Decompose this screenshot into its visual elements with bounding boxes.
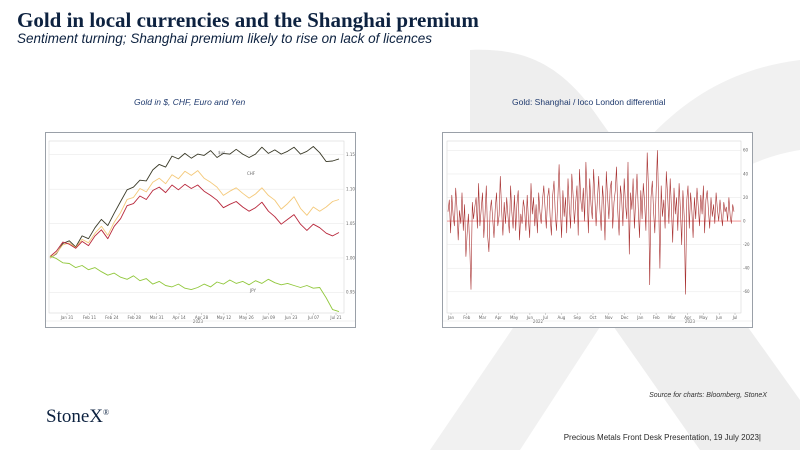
x-year-label: 2023 bbox=[685, 319, 696, 324]
x-tick-label: Apr bbox=[684, 315, 691, 320]
stonex-logo: StoneX® bbox=[46, 406, 109, 428]
series-line-jpy bbox=[49, 255, 340, 313]
plot-area-border bbox=[446, 140, 742, 314]
y-tick-label: 1.05 bbox=[346, 221, 355, 226]
x-tick-label: May 12 bbox=[217, 315, 232, 320]
x-tick-label: Jul bbox=[542, 315, 548, 320]
x-tick-label: Jun 09 bbox=[261, 315, 275, 320]
y-tick-label: 20 bbox=[743, 195, 749, 200]
x-tick-label: Aug bbox=[558, 315, 566, 320]
x-tick-label: May bbox=[699, 315, 708, 320]
plot-area-border bbox=[48, 140, 345, 314]
x-tick-label: Oct bbox=[590, 315, 597, 320]
chart-title-gold-currencies: Gold in $, CHF, Euro and Yen bbox=[134, 97, 246, 107]
x-tick-label: Jun bbox=[526, 315, 534, 320]
x-tick-label: Sep bbox=[573, 315, 581, 320]
y-tick-label: 1.15 bbox=[346, 152, 355, 157]
y-tick-label: -60 bbox=[743, 289, 750, 294]
x-year-label: 2023 bbox=[193, 319, 204, 324]
x-tick-label: Feb bbox=[463, 315, 471, 320]
x-tick-label: Jan bbox=[447, 315, 455, 320]
gold-currencies-plot: 1.15 1.10 1.05 1.00 0.95 Jan 31 Feb 11 Feb 24 Fe… bbox=[46, 140, 355, 324]
y-tick-label: 40 bbox=[743, 171, 749, 176]
footer-presentation-info: Precious Metals Front Desk Presentation,… bbox=[563, 433, 761, 442]
x-tick-label: Feb 11 bbox=[83, 315, 97, 320]
x-tick-label: Jun 23 bbox=[284, 315, 298, 320]
x-tick-label: May 26 bbox=[239, 315, 254, 320]
shanghai-premium-chart: 60 40 20 0 -20 -40 -60 Jan Feb Mar Apr May Jun Jul Aug… bbox=[442, 132, 753, 328]
gold-currencies-chart: 1.15 1.10 1.05 1.00 0.95 Jan 31 Feb 11 Feb 24 Fe… bbox=[45, 132, 356, 328]
x-tick-label: Mar bbox=[479, 315, 487, 320]
x-tick-label: Jan bbox=[636, 315, 644, 320]
x-tick-label: Jul bbox=[732, 315, 738, 320]
logo-registered-mark: ® bbox=[103, 408, 110, 417]
series-label-jpy: JPY bbox=[249, 288, 257, 293]
y-tick-label: 0.95 bbox=[346, 290, 355, 295]
series-line-chf bbox=[49, 170, 340, 259]
x-tick-label: Mar bbox=[668, 315, 676, 320]
series-line-usd bbox=[49, 146, 340, 259]
series-label-usd: $us bbox=[218, 150, 225, 155]
series-label-chf: CHF bbox=[247, 171, 256, 176]
x-tick-label: Apr 28 bbox=[195, 315, 209, 320]
chart-title-shanghai-premium: Gold: Shanghai / loco London differentia… bbox=[512, 97, 666, 107]
x-tick-label: Apr 14 bbox=[172, 315, 186, 320]
y-tick-label: -20 bbox=[743, 242, 750, 247]
chart-source-note: Source for charts: Bloomberg, StoneX bbox=[649, 392, 767, 399]
series-line-premium bbox=[447, 150, 735, 295]
y-tick-label: 1.10 bbox=[346, 186, 355, 191]
x-tick-label: Jun bbox=[715, 315, 723, 320]
slide-title: Gold in local currencies and the Shangha… bbox=[17, 8, 479, 32]
logo-text: StoneX bbox=[46, 406, 103, 427]
x-tick-label: Jul 21 bbox=[329, 315, 342, 320]
x-tick-label: Jul 07 bbox=[307, 315, 320, 320]
x-tick-label: May bbox=[510, 315, 519, 320]
x-tick-label: Apr bbox=[495, 315, 502, 320]
y-tick-label: 1.00 bbox=[346, 255, 355, 260]
x-tick-label: Feb 28 bbox=[128, 315, 142, 320]
x-tick-label: Feb bbox=[653, 315, 661, 320]
y-tick-label: -40 bbox=[743, 266, 750, 271]
x-tick-label: Dec bbox=[621, 315, 629, 320]
x-tick-label: Mar 31 bbox=[150, 315, 164, 320]
slide-subtitle: Sentiment turning; Shanghai premium like… bbox=[17, 31, 432, 46]
x-tick-label: Feb 24 bbox=[105, 315, 119, 320]
shanghai-premium-plot: 60 40 20 0 -20 -40 -60 Jan Feb Mar Apr May Jun Jul Aug… bbox=[443, 140, 752, 324]
y-tick-label: 60 bbox=[743, 148, 749, 153]
x-tick-label: Jan 31 bbox=[60, 315, 74, 320]
x-tick-label: Nov bbox=[605, 315, 613, 320]
x-year-label: 2022 bbox=[533, 319, 544, 324]
y-tick-label: 0 bbox=[743, 218, 746, 223]
series-line-eur bbox=[49, 183, 340, 257]
